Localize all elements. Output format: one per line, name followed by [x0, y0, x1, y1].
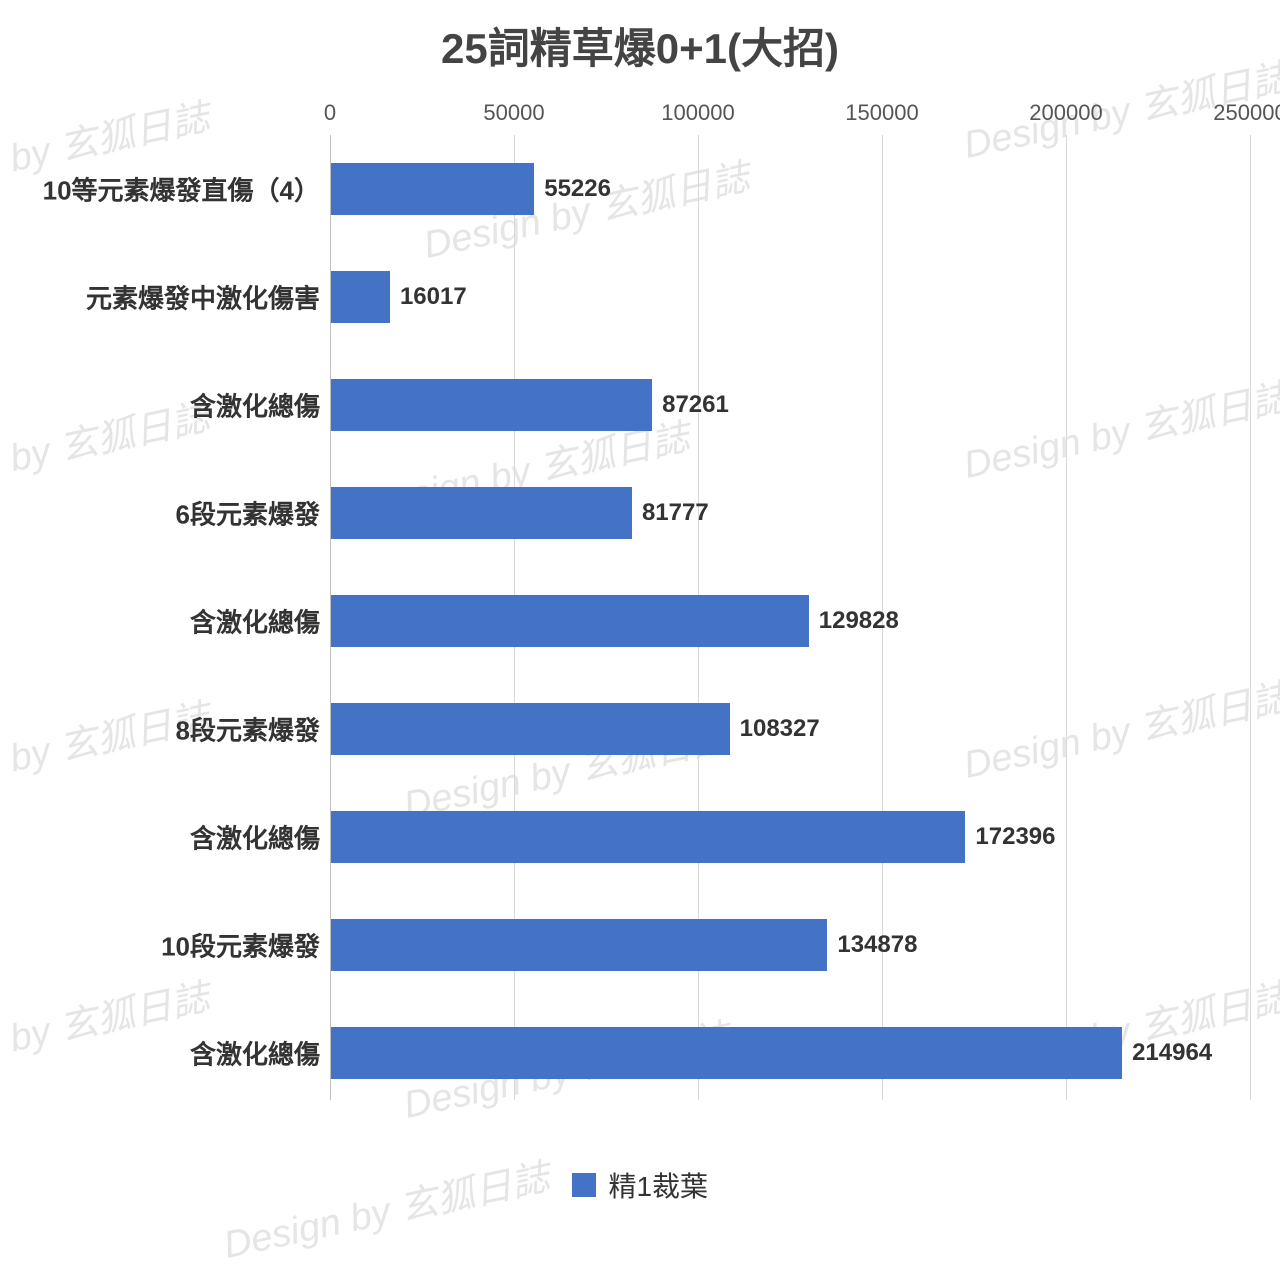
category-label: 含激化總傷	[190, 1035, 320, 1072]
bar-value-label: 172396	[975, 823, 1055, 851]
bar-value-label: 16017	[400, 283, 467, 311]
category-label: 10段元素爆發	[161, 927, 320, 964]
category-label: 10等元素爆發直傷（4）	[43, 171, 320, 208]
x-tick-label: 100000	[661, 100, 734, 126]
category-label: 元素爆發中激化傷害	[86, 279, 320, 316]
bar-row: 81777	[330, 487, 1250, 539]
category-label: 6段元素爆發	[176, 495, 320, 532]
watermark: Design by 玄狐日誌	[0, 966, 214, 1089]
bar-value-label: 87261	[662, 391, 729, 419]
bar-value-label: 81777	[642, 499, 709, 527]
bar-value-label: 129828	[819, 607, 899, 635]
bar-row: 87261	[330, 379, 1250, 431]
bar	[331, 811, 965, 863]
category-label: 含激化總傷	[190, 819, 320, 856]
watermark: Design by 玄狐日誌	[0, 386, 214, 509]
bar-row: 172396	[330, 811, 1250, 863]
x-tick-label: 0	[324, 100, 336, 126]
bars-container: 55226 16017 87261 81777 129828 108327 172396 13…	[330, 135, 1250, 1100]
bar	[331, 919, 827, 971]
bar	[331, 487, 632, 539]
chart-title: 25詞精草爆0+1(大招)	[0, 15, 1280, 76]
bar-value-label: 55226	[544, 175, 611, 203]
x-tick-label: 150000	[845, 100, 918, 126]
bar	[331, 1027, 1122, 1079]
watermark: Design by 玄狐日誌	[0, 686, 214, 809]
legend-label: 精1裁葉	[608, 1171, 708, 1202]
legend-swatch	[572, 1173, 596, 1197]
legend: 精1裁葉	[0, 1165, 1280, 1205]
bar-row: 16017	[330, 271, 1250, 323]
plot-area: 050000100000150000200000250000 552261601…	[330, 100, 1250, 1100]
bar	[331, 595, 809, 647]
bar-row: 55226	[330, 163, 1250, 215]
x-tick-label: 200000	[1029, 100, 1102, 126]
bar-value-label: 134878	[837, 931, 917, 959]
x-tick-label: 50000	[483, 100, 544, 126]
bar-row: 108327	[330, 703, 1250, 755]
bar-value-label: 214964	[1132, 1039, 1212, 1067]
bar	[331, 703, 730, 755]
category-label: 含激化總傷	[190, 603, 320, 640]
category-label: 8段元素爆發	[176, 711, 320, 748]
bar	[331, 379, 652, 431]
bar-value-label: 108327	[740, 715, 820, 743]
x-axis: 050000100000150000200000250000	[330, 100, 1250, 130]
bar	[331, 271, 390, 323]
bar-row: 129828	[330, 595, 1250, 647]
bar-row: 214964	[330, 1027, 1250, 1079]
category-label: 含激化總傷	[190, 387, 320, 424]
gridline	[1250, 135, 1251, 1100]
bar	[331, 163, 534, 215]
x-tick-label: 250000	[1213, 100, 1280, 126]
bar-row: 134878	[330, 919, 1250, 971]
